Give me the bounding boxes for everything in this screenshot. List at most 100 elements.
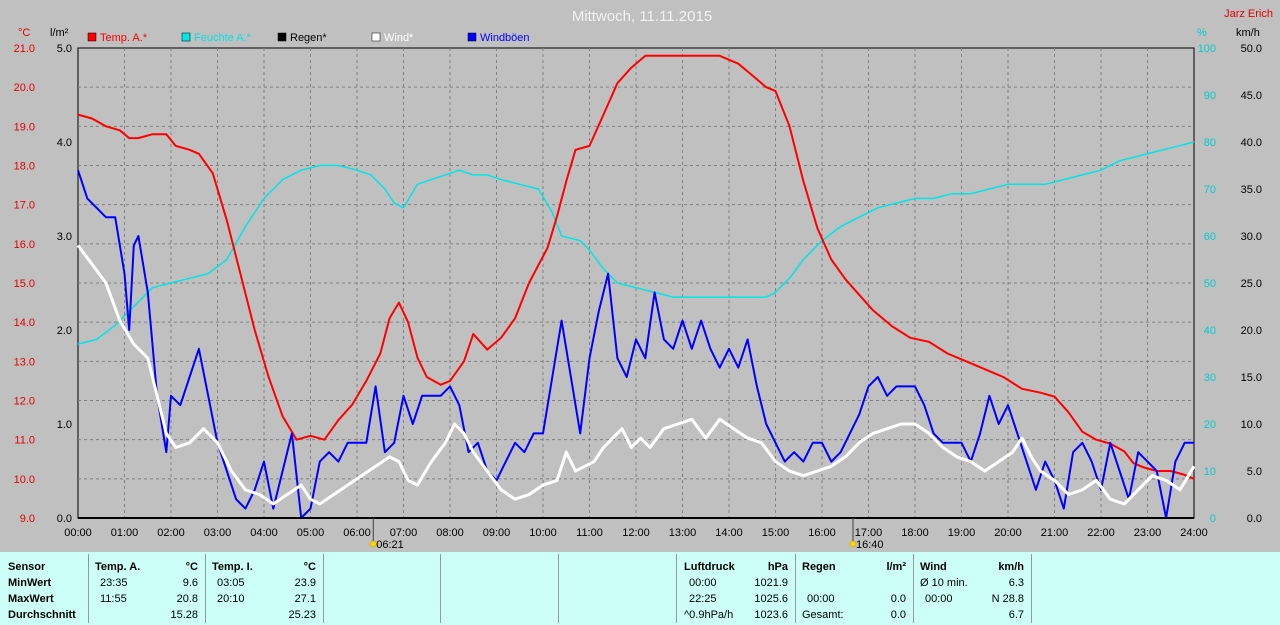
humidity-tick-label: 20 <box>1204 419 1216 431</box>
wind-10min-value: 6.3 <box>1008 577 1024 589</box>
humidity-tick-label: 50 <box>1204 278 1216 290</box>
x-tick-label: 10:00 <box>529 527 557 539</box>
x-tick-label: 22:00 <box>1087 527 1115 539</box>
humidity-tick-label: 40 <box>1204 325 1216 337</box>
legend-label: Regen* <box>290 32 327 44</box>
series-line-temp-a <box>77 54 1195 480</box>
humidity-tick-label: 60 <box>1204 231 1216 243</box>
wind-tick-label: 30.0 <box>1241 231 1262 243</box>
x-tick-label: 21:00 <box>1041 527 1069 539</box>
pressure-min-time: 00:00 <box>689 577 717 589</box>
legend-label: Windböen <box>480 32 530 44</box>
celsius-tick-label: 12.0 <box>14 396 35 408</box>
row-label-max: MaxWert <box>8 593 54 605</box>
humidity-tick-label: 100 <box>1198 43 1216 55</box>
humidity-tick-label: 70 <box>1204 184 1216 196</box>
x-tick-label: 19:00 <box>948 527 976 539</box>
sunrise-icon <box>370 540 377 548</box>
pressure-avg-value: 1023.6 <box>754 609 788 621</box>
temp-i-unit: °C <box>303 561 316 573</box>
x-tick-label: 06:00 <box>343 527 371 539</box>
temp-a-avg-value: 15.28 <box>170 609 198 621</box>
wind-unit: km/h <box>998 561 1024 573</box>
legend-swatch <box>181 32 191 42</box>
x-tick-label: 07:00 <box>390 527 418 539</box>
x-tick-label: 12:00 <box>622 527 650 539</box>
temp-i-min-time: 03:05 <box>217 577 245 589</box>
rain-header: Regen <box>802 561 836 573</box>
wind-header: Wind <box>920 561 947 573</box>
rain-tick-label: 2.0 <box>57 325 72 337</box>
sensor-header: Sensor <box>8 561 46 573</box>
rain-max-value: 0.0 <box>890 593 906 605</box>
celsius-tick-label: 19.0 <box>14 121 35 133</box>
x-tick-label: 02:00 <box>157 527 185 539</box>
x-tick-label: 16:00 <box>808 527 836 539</box>
celsius-tick-label: 15.0 <box>14 278 35 290</box>
humidity-tick-label: 0 <box>1210 513 1216 525</box>
chart-title: Mittwoch, 11.11.2015 <box>572 8 712 25</box>
celsius-tick-label: 21.0 <box>14 43 35 55</box>
wind-tick-label: 35.0 <box>1241 184 1262 196</box>
x-tick-label: 13:00 <box>669 527 697 539</box>
wind-max-value: N 28.8 <box>991 593 1024 605</box>
temp-i-avg-value: 25.23 <box>288 609 316 621</box>
wind-tick-label: 0.0 <box>1247 513 1262 525</box>
celsius-unit: °C <box>18 27 30 39</box>
x-tick-label: 17:00 <box>855 527 883 539</box>
wind-10min-label: Ø 10 min. <box>920 577 968 589</box>
x-tick-label: 04:00 <box>250 527 278 539</box>
rain-tick-label: 4.0 <box>57 137 72 149</box>
x-tick-label: 03:00 <box>204 527 232 539</box>
celsius-tick-label: 10.0 <box>14 474 35 486</box>
legend-swatch <box>467 32 477 42</box>
temp-a-max-value: 20.8 <box>176 593 198 605</box>
x-tick-label: 23:00 <box>1134 527 1162 539</box>
statistics-table: Sensor MinWert MaxWert Durchschnitt Temp… <box>0 552 1280 625</box>
rain-tick-label: 5.0 <box>57 43 72 55</box>
legend-label: Wind* <box>384 32 414 44</box>
wind-max-time: 00:00 <box>925 593 953 605</box>
x-tick-label: 08:00 <box>436 527 464 539</box>
legend-label: Temp. A.* <box>100 32 148 44</box>
row-label-avg: Durchschnitt <box>8 609 76 621</box>
x-tick-label: 01:00 <box>111 527 139 539</box>
pressure-min-value: 1021.9 <box>754 577 788 589</box>
x-tick-label: 05:00 <box>297 527 325 539</box>
legend-swatch <box>277 32 287 42</box>
pressure-max-value: 1025.6 <box>754 593 788 605</box>
x-tick-label: 00:00 <box>64 527 92 539</box>
series-line-wind <box>76 244 1196 506</box>
sunrise-label: 06:21 <box>376 539 404 551</box>
x-tick-label: 24:00 <box>1180 527 1208 539</box>
legend-label: Feuchte A.* <box>194 32 252 44</box>
pressure-max-time: 22:25 <box>689 593 717 605</box>
temp-i-max-time: 20:10 <box>217 593 245 605</box>
celsius-tick-label: 18.0 <box>14 161 35 173</box>
sunset-label: 16:40 <box>856 539 884 551</box>
wind-tick-label: 15.0 <box>1241 372 1262 384</box>
x-tick-label: 18:00 <box>901 527 929 539</box>
wind-tick-label: 20.0 <box>1241 325 1262 337</box>
wind-tick-label: 5.0 <box>1247 466 1262 478</box>
temp-a-min-time: 23:35 <box>100 577 128 589</box>
temp-a-unit: °C <box>185 561 198 573</box>
legend-swatch <box>87 32 97 42</box>
celsius-tick-label: 9.0 <box>20 513 35 525</box>
rain-unit: l/m² <box>886 561 906 573</box>
wind-tick-label: 10.0 <box>1241 419 1262 431</box>
pressure-unit: hPa <box>767 561 788 573</box>
legend-swatch <box>371 32 381 42</box>
rain-unit: l/m² <box>50 27 69 39</box>
wind-tick-label: 40.0 <box>1241 137 1262 149</box>
x-tick-label: 20:00 <box>994 527 1022 539</box>
series-line-windb-en <box>77 169 1194 519</box>
celsius-tick-label: 14.0 <box>14 317 35 329</box>
humidity-tick-label: 10 <box>1204 466 1216 478</box>
rain-total-value: 0.0 <box>890 609 906 621</box>
humidity-tick-label: 30 <box>1204 372 1216 384</box>
wind-tick-label: 50.0 <box>1241 43 1262 55</box>
pressure-trend: ^0.9hPa/h <box>684 609 734 621</box>
temp-a-max-time: 11:55 <box>100 593 127 605</box>
celsius-tick-label: 13.0 <box>14 356 35 368</box>
